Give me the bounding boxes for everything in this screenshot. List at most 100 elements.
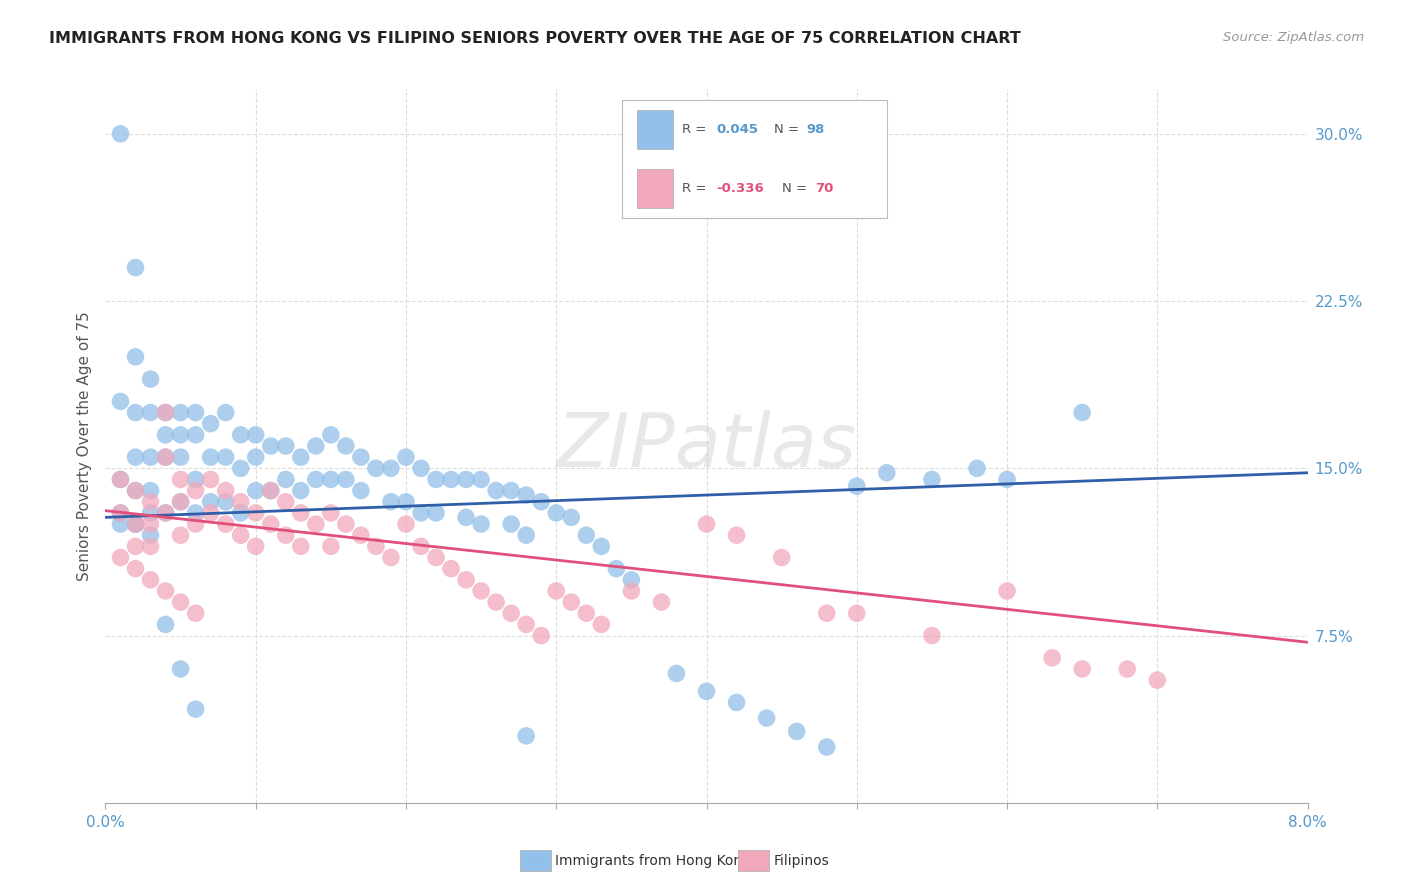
Point — [229, 506, 252, 520]
Point — [200, 494, 222, 508]
Point — [454, 473, 477, 487]
Point — [124, 483, 146, 498]
Point — [364, 461, 387, 475]
Point — [755, 711, 778, 725]
Point — [169, 427, 191, 442]
Point — [725, 696, 748, 710]
Point — [229, 461, 252, 475]
Point — [650, 595, 672, 609]
Point — [139, 494, 162, 508]
Point — [139, 517, 162, 532]
Point — [214, 405, 236, 420]
Point — [184, 517, 207, 532]
Point — [214, 494, 236, 508]
Point — [305, 439, 328, 453]
Point — [770, 550, 793, 565]
Point — [395, 450, 418, 465]
Point — [139, 483, 162, 498]
Point — [200, 473, 222, 487]
Point — [815, 740, 838, 755]
Point — [124, 350, 146, 364]
Point — [155, 450, 177, 465]
Point — [139, 506, 162, 520]
Text: 70: 70 — [814, 182, 834, 194]
Text: IMMIGRANTS FROM HONG KONG VS FILIPINO SENIORS POVERTY OVER THE AGE OF 75 CORRELA: IMMIGRANTS FROM HONG KONG VS FILIPINO SE… — [49, 31, 1021, 46]
Point — [169, 662, 191, 676]
Point — [305, 473, 328, 487]
FancyBboxPatch shape — [637, 110, 673, 149]
Point — [425, 550, 447, 565]
Point — [110, 473, 132, 487]
Point — [290, 450, 312, 465]
Point — [591, 617, 613, 632]
Point — [665, 666, 688, 681]
Point — [921, 473, 943, 487]
Point — [214, 483, 236, 498]
Point — [139, 573, 162, 587]
Point — [200, 506, 222, 520]
Point — [110, 550, 132, 565]
Point — [605, 562, 627, 576]
Point — [184, 483, 207, 498]
Point — [139, 539, 162, 553]
Point — [350, 450, 373, 465]
Point — [274, 473, 297, 487]
Point — [335, 473, 357, 487]
Point — [229, 427, 252, 442]
Point — [124, 517, 146, 532]
Point — [485, 483, 508, 498]
Point — [350, 483, 373, 498]
Point — [274, 528, 297, 542]
Point — [155, 506, 177, 520]
Point — [319, 506, 342, 520]
FancyBboxPatch shape — [637, 169, 673, 208]
Point — [409, 461, 432, 475]
Point — [319, 473, 342, 487]
Point — [845, 607, 868, 621]
Point — [155, 450, 177, 465]
Point — [155, 405, 177, 420]
Point — [815, 607, 838, 621]
Point — [260, 517, 283, 532]
Point — [470, 473, 492, 487]
Point — [169, 473, 191, 487]
Point — [440, 473, 463, 487]
Point — [620, 573, 643, 587]
Point — [229, 528, 252, 542]
Point — [124, 405, 146, 420]
Point — [380, 494, 402, 508]
Point — [110, 127, 132, 141]
Point — [995, 583, 1018, 598]
Text: 98: 98 — [806, 123, 825, 136]
Text: ZIPatlas: ZIPatlas — [557, 410, 856, 482]
Point — [274, 494, 297, 508]
Point — [155, 506, 177, 520]
Point — [575, 607, 598, 621]
Point — [305, 517, 328, 532]
Point — [110, 473, 132, 487]
Point — [169, 528, 191, 542]
Point — [184, 702, 207, 716]
Point — [395, 517, 418, 532]
Point — [169, 450, 191, 465]
Point — [124, 562, 146, 576]
Point — [546, 583, 568, 598]
Point — [1071, 662, 1094, 676]
Point — [454, 573, 477, 587]
Point — [245, 427, 267, 442]
Point — [350, 528, 373, 542]
Text: N =: N = — [782, 182, 811, 194]
Point — [139, 528, 162, 542]
Point — [110, 517, 132, 532]
Point — [124, 517, 146, 532]
Point — [319, 427, 342, 442]
Point — [546, 506, 568, 520]
Point — [184, 405, 207, 420]
Point — [409, 539, 432, 553]
Text: Filipinos: Filipinos — [773, 854, 830, 868]
Point — [155, 405, 177, 420]
Point — [995, 473, 1018, 487]
Point — [409, 506, 432, 520]
Point — [696, 517, 718, 532]
Point — [454, 510, 477, 524]
